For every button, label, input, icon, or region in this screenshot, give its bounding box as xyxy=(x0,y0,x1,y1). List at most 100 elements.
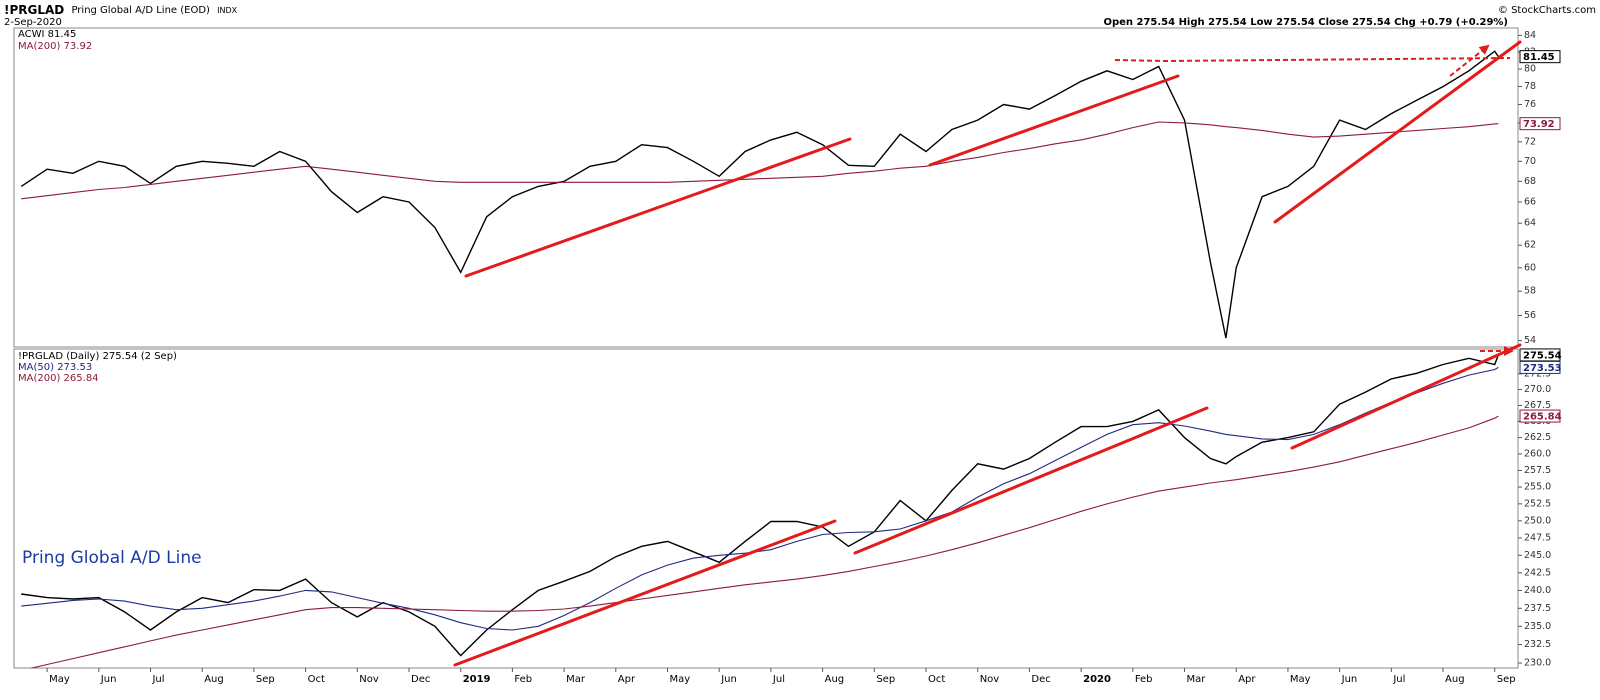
legend-name: ACWI xyxy=(18,29,44,40)
x-tick-label: Feb xyxy=(514,674,532,685)
x-tick-label: Sep xyxy=(1497,674,1516,685)
exchange: INDX xyxy=(217,6,238,15)
trendline xyxy=(1273,40,1522,224)
legend-name: MA(200) xyxy=(18,41,60,52)
x-tick-label: Jul xyxy=(1392,674,1405,685)
last-value-box xyxy=(1519,360,1561,374)
y-tick-label: 56 xyxy=(1524,310,1536,321)
plot-area xyxy=(21,354,1500,668)
x-tick-label: Jun xyxy=(720,674,737,685)
y-tick-label: 235.0 xyxy=(1524,621,1551,632)
y-tick-label: 252.5 xyxy=(1524,498,1551,509)
x-tick-label: May xyxy=(670,674,691,685)
x-tick-label: Feb xyxy=(1135,674,1153,685)
y-tick-label: 54 xyxy=(1524,335,1536,346)
legend-value: 81.45 xyxy=(48,29,77,40)
plot-layer: 5456586062646668707274767880828481.4573.… xyxy=(20,30,1562,685)
credit: © StockCharts.com xyxy=(1498,5,1596,16)
last-value-label: 265.84 xyxy=(1523,412,1562,423)
legend-value: 275.54 xyxy=(103,351,138,362)
y-tick-label: 270.0 xyxy=(1524,384,1551,395)
resistance-line xyxy=(1114,57,1511,63)
header-title: !PRGLAD Pring Global A/D Line (EOD) INDX xyxy=(4,3,238,17)
last-value-box xyxy=(1519,409,1561,423)
x-tick-label: May xyxy=(49,674,70,685)
legend-date: (2 Sep) xyxy=(141,351,177,362)
y-tick-label: 230.0 xyxy=(1524,658,1551,669)
x-tick-label: 2019 xyxy=(463,674,491,685)
series-line xyxy=(21,354,1500,657)
header-date: 2-Sep-2020 xyxy=(4,17,62,28)
quote: Open 275.54 High 275.54 Low 275.54 Close… xyxy=(1103,17,1508,28)
trendline xyxy=(853,406,1209,555)
x-tick-label: Oct xyxy=(928,674,945,685)
x-tick-label: 2020 xyxy=(1083,674,1111,685)
plot-area xyxy=(20,50,1499,339)
symbol: !PRGLAD xyxy=(4,3,64,17)
y-tick-label: 245.0 xyxy=(1524,550,1551,561)
trendline xyxy=(1290,343,1522,450)
x-tick-label: May xyxy=(1290,674,1311,685)
last-value-box xyxy=(1519,117,1561,131)
last-value-label: 273.53 xyxy=(1523,363,1562,374)
y-tick-label: 267.5 xyxy=(1524,400,1551,411)
y-tick-label: 66 xyxy=(1524,196,1536,207)
y-tick-label: 70 xyxy=(1524,156,1536,167)
y-tick-label: 76 xyxy=(1524,99,1536,110)
y-tick-label: 257.5 xyxy=(1524,465,1551,476)
x-tick-label: Dec xyxy=(411,674,430,685)
x-tick-label: Apr xyxy=(1238,674,1256,685)
y-tick-label: 62 xyxy=(1524,240,1536,251)
y-tick-label: 247.5 xyxy=(1524,532,1551,543)
legend-entry: !PRGLAD (Daily) 275.54 (2 Sep) xyxy=(18,351,177,362)
index-name: Pring Global A/D Line (EOD) xyxy=(71,5,210,16)
x-tick-label: Dec xyxy=(1031,674,1050,685)
x-tick-label: Apr xyxy=(618,674,636,685)
legend-name: !PRGLAD (Daily) xyxy=(18,351,99,362)
y-tick-label: 255.0 xyxy=(1524,482,1551,493)
x-tick-label: Mar xyxy=(566,674,586,685)
legend-value: 73.92 xyxy=(64,41,93,52)
x-tick-label: Oct xyxy=(308,674,325,685)
x-tick-label: Sep xyxy=(876,674,895,685)
trendline xyxy=(464,137,852,278)
y-tick-label: 237.5 xyxy=(1524,603,1551,614)
x-tick-label: Nov xyxy=(359,674,379,685)
x-tick-label: Jun xyxy=(100,674,117,685)
series-line xyxy=(21,366,1499,631)
x-tick-label: Nov xyxy=(980,674,1000,685)
last-value-label: 81.45 xyxy=(1523,52,1555,63)
y-tick-label: 240.0 xyxy=(1524,585,1551,596)
x-tick-label: Sep xyxy=(256,674,275,685)
panel-frame xyxy=(13,348,1519,669)
panel-annotation: Pring Global A/D Line xyxy=(22,548,202,568)
legend-value: 273.53 xyxy=(57,362,92,373)
y-tick-label: 60 xyxy=(1524,262,1536,273)
x-tick-label: Aug xyxy=(1445,674,1465,685)
y-tick-label: 242.5 xyxy=(1524,567,1551,578)
x-tick-label: Mar xyxy=(1187,674,1207,685)
y-tick-label: 260.0 xyxy=(1524,448,1551,459)
last-value-label: 73.92 xyxy=(1523,119,1555,130)
legend-entry: MA(200) 265.84 xyxy=(18,373,99,384)
x-tick-label: Jul xyxy=(151,674,164,685)
legend-value: 265.84 xyxy=(64,373,99,384)
series-line xyxy=(21,121,1499,200)
y-tick-label: 64 xyxy=(1524,218,1536,229)
x-tick-label: Aug xyxy=(825,674,845,685)
legend-name: MA(200) xyxy=(18,373,60,384)
trend-arrow xyxy=(1449,44,1490,77)
series-line xyxy=(20,50,1499,339)
y-tick-label: 78 xyxy=(1524,81,1536,92)
y-tick-label: 80 xyxy=(1524,64,1536,75)
trendlines xyxy=(453,40,1522,667)
series-line xyxy=(29,415,1499,668)
last-value-box xyxy=(1519,50,1561,64)
trendline xyxy=(453,519,837,667)
legend-entry: ACWI 81.45 xyxy=(18,29,76,40)
legend-name: MA(50) xyxy=(18,362,54,373)
panel-frame xyxy=(13,27,1519,348)
